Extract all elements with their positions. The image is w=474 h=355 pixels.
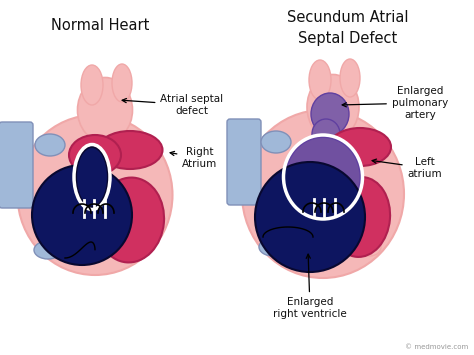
Ellipse shape (261, 131, 291, 153)
Text: Enlarged
right ventricle: Enlarged right ventricle (273, 254, 347, 319)
Ellipse shape (312, 119, 340, 149)
Ellipse shape (330, 177, 390, 257)
Ellipse shape (309, 60, 331, 100)
Text: Left
atrium: Left atrium (372, 157, 442, 179)
Ellipse shape (96, 178, 164, 262)
Text: Right
Atrium: Right Atrium (170, 147, 218, 169)
Ellipse shape (242, 110, 404, 278)
Text: Enlarged
pulmonary
artery: Enlarged pulmonary artery (342, 86, 448, 120)
Ellipse shape (255, 162, 365, 272)
Ellipse shape (329, 128, 391, 166)
Text: Normal Heart: Normal Heart (51, 18, 149, 33)
Ellipse shape (127, 241, 149, 259)
Ellipse shape (32, 165, 132, 265)
Text: Atrial septal
defect: Atrial septal defect (122, 94, 224, 116)
Ellipse shape (112, 64, 132, 102)
Ellipse shape (18, 115, 173, 275)
Ellipse shape (76, 147, 108, 207)
Text: Secundum Atrial
Septal Defect: Secundum Atrial Septal Defect (287, 10, 409, 46)
Ellipse shape (34, 241, 62, 259)
Ellipse shape (259, 238, 287, 256)
FancyBboxPatch shape (227, 119, 261, 205)
Ellipse shape (307, 75, 359, 140)
Text: © medmovie.com: © medmovie.com (405, 344, 468, 350)
Ellipse shape (35, 134, 65, 156)
Ellipse shape (311, 93, 349, 135)
Ellipse shape (69, 135, 121, 175)
Ellipse shape (98, 131, 163, 169)
FancyBboxPatch shape (0, 122, 33, 208)
Ellipse shape (78, 77, 133, 142)
Ellipse shape (359, 238, 381, 256)
Ellipse shape (340, 59, 360, 97)
Ellipse shape (285, 137, 361, 217)
Ellipse shape (81, 65, 103, 105)
